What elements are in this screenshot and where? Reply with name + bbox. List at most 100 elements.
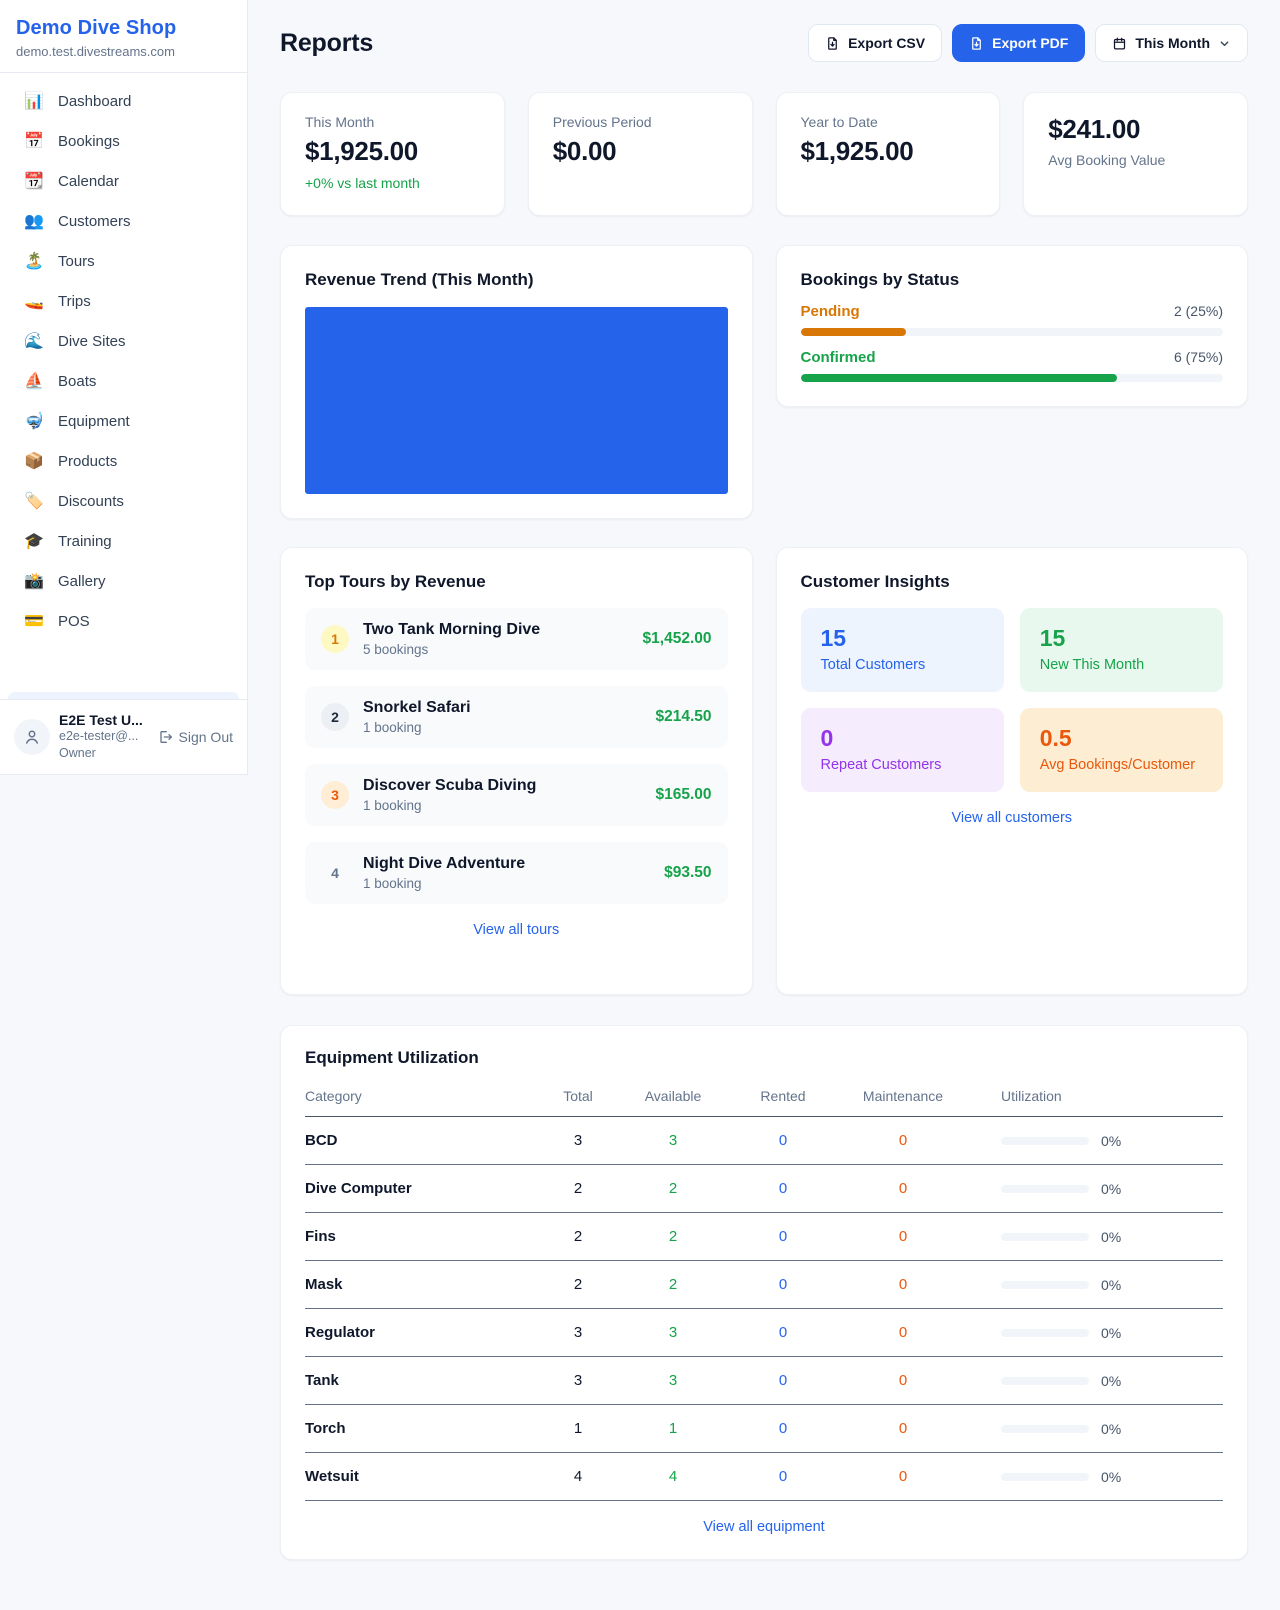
equipment-available: 3	[668, 1324, 678, 1341]
equipment-icon: 🤿	[24, 412, 44, 430]
sign-out-button[interactable]: Sign Out	[155, 729, 233, 745]
sidebar-item-tours[interactable]: 🏝️ Tours	[8, 243, 239, 280]
sidebar-item-label: POS	[58, 613, 90, 630]
training-icon: 🎓	[24, 532, 44, 550]
view-all-customers-link[interactable]: View all customers	[951, 810, 1073, 826]
equipment-available: 4	[668, 1468, 678, 1485]
tour-row-night-dive-adventure: 4 Night Dive Adventure 1 booking $93.50	[305, 842, 728, 904]
sidebar-item-customers[interactable]: 👥 Customers	[8, 203, 239, 240]
export-csv-label: Export CSV	[848, 35, 926, 51]
column-header-utilization: Utilization	[1001, 1088, 1062, 1104]
equipment-total: 3	[573, 1372, 583, 1389]
status-rows: Pending 2 (25%) Confirmed 6 (75%)	[800, 303, 1223, 382]
status-progress-track	[800, 374, 1223, 382]
user-icon	[26, 730, 38, 744]
sidebar: Demo Dive Shop demo.test.divestreams.com…	[0, 0, 248, 775]
sidebar-item-gallery[interactable]: 📸 Gallery	[8, 563, 239, 600]
sidebar-item-equipment[interactable]: 🤿 Equipment	[8, 403, 239, 440]
equipment-category: Torch	[305, 1420, 346, 1437]
stat-value: $0.00	[552, 136, 617, 166]
sidebar-item-label: Bookings	[58, 133, 120, 150]
equipment-row-dive-computer: Dive Computer 2 2 0 0 0%	[305, 1165, 1223, 1213]
tours-icon: 🏝️	[24, 252, 44, 270]
equipment-utilization: 0%	[973, 1181, 1223, 1197]
utilization-percent: 0%	[1101, 1132, 1122, 1149]
equipment-table-body: BCD 3 3 0 0 0% Dive Computer 2 2 0 0 0% Fins 2 2 0 0 0% Ma…	[305, 1117, 1223, 1501]
tour-revenue: $214.50	[655, 708, 712, 725]
sidebar-item-boats[interactable]: ⛵ Boats	[8, 363, 239, 400]
utilization-percent: 0%	[1101, 1228, 1122, 1245]
equipment-rented: 0	[778, 1228, 788, 1245]
shop-name-link[interactable]: Demo Dive Shop	[16, 17, 177, 39]
equipment-total: 2	[573, 1180, 583, 1197]
status-label: Pending	[800, 303, 860, 320]
stat-value: $1,925.00	[800, 136, 914, 166]
stat-label: Year to Date	[800, 114, 878, 130]
period-dropdown[interactable]: This Month	[1095, 24, 1248, 62]
equipment-utilization-card: Equipment Utilization Category Total Avail…	[280, 1025, 1248, 1560]
stat-delta: +0% vs last month	[305, 175, 420, 191]
sidebar-item-products[interactable]: 📦 Products	[8, 443, 239, 480]
top-tours-title: Top Tours by Revenue	[305, 572, 486, 591]
rank-badge: 1	[321, 625, 349, 653]
utilization-percent: 0%	[1101, 1180, 1122, 1197]
tour-row-snorkel-safari: 2 Snorkel Safari 1 booking $214.50	[305, 686, 728, 748]
user-name: E2E Test U...	[59, 712, 143, 729]
sidebar-item-discounts[interactable]: 🏷️ Discounts	[8, 483, 239, 520]
equipment-maintenance: 0	[898, 1180, 908, 1197]
avatar	[14, 719, 50, 756]
sidebar-item-label: Products	[58, 453, 118, 470]
sidebar-item-label: Boats	[58, 373, 97, 390]
insight-tile-repeat-customers: 0 Repeat Customers	[800, 708, 1004, 792]
status-progress-fill	[800, 374, 1118, 382]
tour-revenue: $93.50	[664, 864, 712, 881]
status-progress-fill	[800, 328, 907, 336]
utilization-bar-track	[1001, 1424, 1089, 1433]
equipment-row-fins: Fins 2 2 0 0 0%	[305, 1213, 1223, 1261]
sidebar-header: Demo Dive Shop demo.test.divestreams.com	[0, 0, 247, 73]
view-all-tours-link[interactable]: View all tours	[473, 922, 560, 938]
utilization-bar-track	[1001, 1136, 1089, 1145]
tour-bookings: 1 booking	[363, 720, 422, 735]
stat-label: Avg Booking Value	[1048, 152, 1166, 168]
sign-out-label: Sign Out	[178, 729, 233, 746]
sidebar-item-dive-sites[interactable]: 🌊 Dive Sites	[8, 323, 239, 360]
insight-label: New This Month	[1039, 657, 1145, 673]
view-all-equipment-link[interactable]: View all equipment	[703, 1519, 825, 1535]
sidebar-item-training[interactable]: 🎓 Training	[8, 523, 239, 560]
equipment-total: 1	[573, 1420, 583, 1437]
header-actions: Export CSV Export PDF This Month	[808, 24, 1248, 62]
utilization-bar-track	[1001, 1472, 1089, 1481]
pos-icon: 💳	[24, 612, 44, 630]
rank-badge: 2	[321, 703, 349, 731]
equipment-rented: 0	[778, 1276, 788, 1293]
sidebar-item-dashboard[interactable]: 📊 Dashboard	[8, 83, 239, 120]
status-count: 6 (75%)	[1173, 349, 1223, 365]
equipment-maintenance: 0	[898, 1372, 908, 1389]
sidebar-item-bookings[interactable]: 📅 Bookings	[8, 123, 239, 160]
export-csv-button[interactable]: Export CSV	[808, 24, 943, 62]
sidebar-item-label: Tours	[58, 253, 95, 270]
main-content: Reports Export CSV Export PDF This Month	[248, 0, 1280, 1590]
sidebar-item-label: Discounts	[58, 493, 124, 510]
calendar-icon: 📆	[24, 172, 44, 190]
equipment-maintenance: 0	[898, 1276, 908, 1293]
sidebar-item-reports-partial[interactable]	[8, 692, 239, 700]
sidebar-item-label: Trips	[58, 293, 91, 310]
export-pdf-button[interactable]: Export PDF	[952, 24, 1086, 62]
insight-tile-avg-bookings-customer: 0.5 Avg Bookings/Customer	[1019, 708, 1223, 792]
customer-insights-title: Customer Insights	[800, 572, 950, 591]
equipment-utilization-title: Equipment Utilization	[305, 1048, 479, 1067]
column-header-maintenance: Maintenance	[862, 1088, 944, 1104]
equipment-available: 2	[668, 1276, 678, 1293]
dive-sites-icon: 🌊	[24, 332, 44, 350]
utilization-bar-track	[1001, 1376, 1089, 1385]
sidebar-item-calendar[interactable]: 📆 Calendar	[8, 163, 239, 200]
utilization-bar-track	[1001, 1184, 1089, 1193]
sidebar-item-trips[interactable]: 🚤 Trips	[8, 283, 239, 320]
column-header-rented: Rented	[760, 1088, 806, 1104]
sidebar-item-label: Gallery	[58, 573, 106, 590]
equipment-total: 2	[573, 1276, 583, 1293]
sidebar-item-pos[interactable]: 💳 POS	[8, 603, 239, 640]
equipment-available: 1	[668, 1420, 678, 1437]
